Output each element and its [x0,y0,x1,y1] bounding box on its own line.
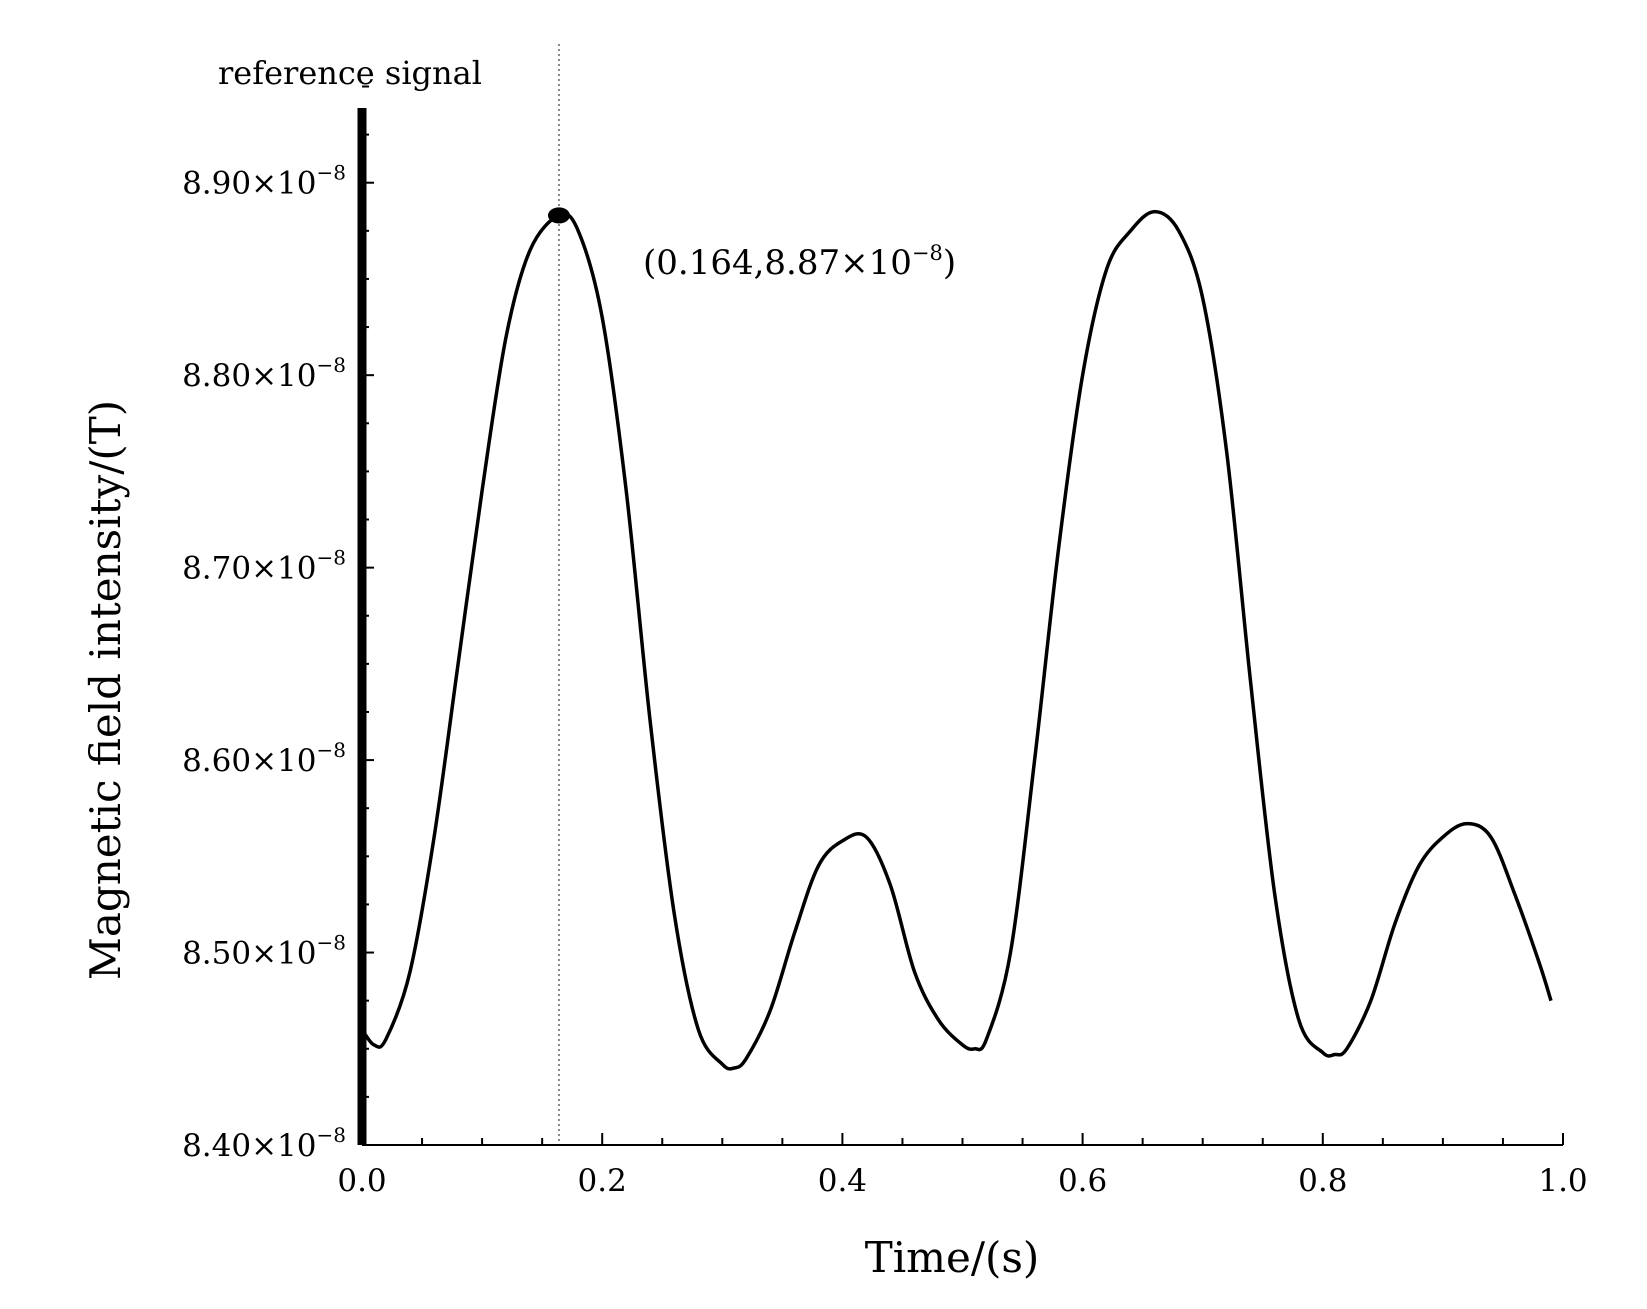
peak-point [547,207,570,224]
axes [357,108,1563,1146]
x-tick-label: 0.6 [1058,1163,1107,1199]
annotation-layer: (0.164,8.87×10−8) [557,44,956,1145]
peak-annotation-label: (0.164,8.87×10−8) [643,241,956,283]
y-tick-label: 8.50×10−8 [182,931,346,972]
y-tick-label: 8.70×10−8 [182,546,346,587]
y-axis-title: Magnetic field intensity/(T) [81,400,130,980]
y-tick-label: 8.60×10−8 [182,738,346,779]
labels: Time/(s) Magnetic field intensity/(T) re… [81,54,1039,1282]
series-layer [360,207,1553,1071]
x-tick-label: 1.0 [1538,1163,1587,1199]
y-tick-label: 8.90×10−8 [182,161,346,202]
magnetic-field-series-line [360,209,1553,1071]
x-tick-label: 0.4 [818,1163,867,1199]
x-axis-title: Time/(s) [865,1233,1040,1282]
x-tick-label: 0.2 [578,1163,627,1199]
ticks: 0.0 0.2 0.4 0.6 0.8 1.0 8.40×10−8 8.50×10−8 8.60… [182,85,1588,1199]
reference-signal-label: reference signal [218,54,482,92]
y-tick-label: 8.40×10−8 [182,1123,346,1164]
y-tick-label: 8.80×10−8 [182,353,346,394]
x-tick-label: 0.0 [337,1163,386,1199]
x-tick-label: 0.8 [1298,1163,1347,1199]
